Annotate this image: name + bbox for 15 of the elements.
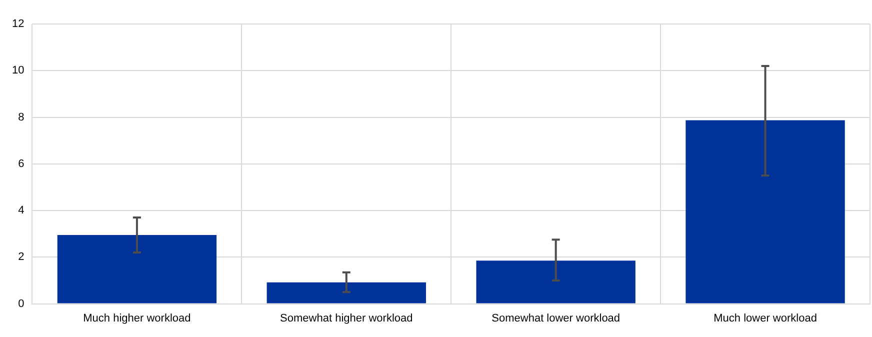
x-tick-label: Somewhat higher workload: [280, 312, 413, 324]
x-tick-label: Much higher workload: [83, 312, 191, 324]
y-tick-label: 12: [12, 18, 24, 30]
y-tick-label: 0: [18, 298, 24, 310]
y-tick-label: 8: [18, 111, 24, 124]
bar: [57, 235, 217, 304]
bar: [476, 260, 636, 304]
y-tick-label: 6: [18, 158, 24, 170]
y-tick-label: 2: [18, 251, 24, 264]
y-tick-label: 4: [18, 204, 24, 217]
x-tick-label: Much lower workload: [714, 312, 817, 324]
bar: [266, 282, 426, 304]
y-tick-label: 10: [12, 64, 24, 77]
bar: [686, 120, 845, 304]
x-tick-label: Somewhat lower workload: [492, 312, 620, 324]
